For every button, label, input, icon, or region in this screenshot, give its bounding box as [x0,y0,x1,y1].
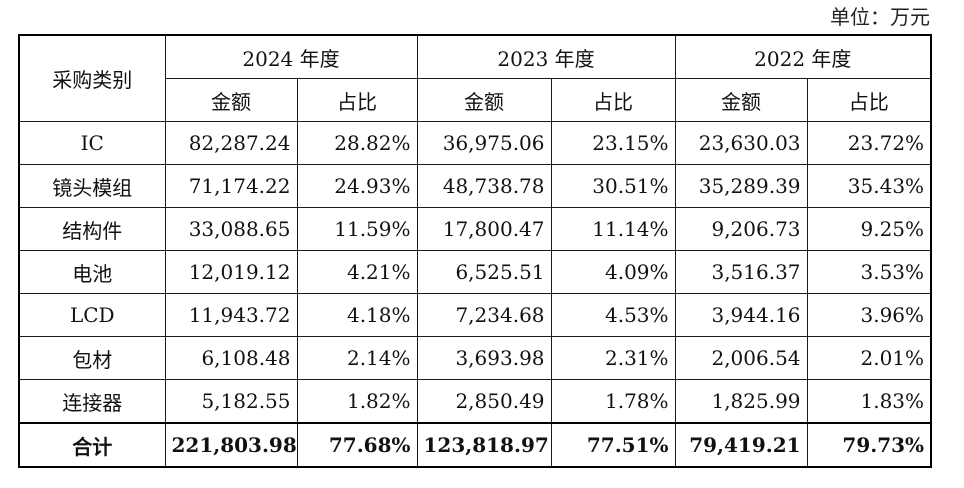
purchase-category-table: 采购类别 2024 年度 2023 年度 2022 年度 金额 占比 金额 占比… [18,34,933,468]
share-cell: 4.53% [550,293,676,337]
share-cell: 3.96% [806,293,932,337]
total-amount-cell: 123,818.97 [416,422,552,468]
total-row: 合计 221,803.98 77.68% 123,818.97 77.51% 7… [18,422,932,468]
category-cell: 电池 [18,250,166,294]
table-row: LCD 11,943.72 4.18% 7,234.68 4.53% 3,944… [18,293,932,337]
category-column-header: 采购类别 [18,34,166,122]
amount-cell: 36,975.06 [416,121,552,165]
amount-cell: 3,693.98 [416,336,552,380]
total-label-cell: 合计 [18,422,166,468]
share-cell: 11.14% [550,207,676,251]
total-share-cell: 79.73% [806,422,932,468]
amount-cell: 9,206.73 [674,207,808,251]
table-row: 电池 12,019.12 4.21% 6,525.51 4.09% 3,516.… [18,250,932,294]
amount-cell: 48,738.78 [416,164,552,208]
amount-cell: 1,825.99 [674,379,808,424]
share-cell: 2.31% [550,336,676,380]
amount-cell: 2,850.49 [416,379,552,424]
share-cell: 28.82% [296,121,418,165]
table-row: 镜头模组 71,174.22 24.93% 48,738.78 30.51% 3… [18,164,932,208]
amount-cell: 71,174.22 [164,164,298,208]
header-row-years: 采购类别 2024 年度 2023 年度 2022 年度 [18,34,932,122]
category-cell: 连接器 [18,379,166,424]
share-cell: 11.59% [296,207,418,251]
share-cell: 1.82% [296,379,418,424]
amount-header-2022: 金额 [674,78,808,122]
share-cell: 1.83% [806,379,932,424]
total-amount-cell: 221,803.98 [164,422,298,468]
unit-note: 单位：万元 [830,5,930,29]
year-header-2024: 2024 年度 [164,34,418,79]
amount-header-2024: 金额 [164,78,298,122]
category-cell: LCD [18,293,166,337]
share-cell: 2.14% [296,336,418,380]
share-cell: 4.21% [296,250,418,294]
share-cell: 2.01% [806,336,932,380]
year-header-2022: 2022 年度 [674,34,932,79]
share-header-2023: 占比 [550,78,676,122]
amount-cell: 35,289.39 [674,164,808,208]
table-row: 包材 6,108.48 2.14% 3,693.98 2.31% 2,006.5… [18,336,932,380]
share-cell: 24.93% [296,164,418,208]
amount-cell: 3,944.16 [674,293,808,337]
total-amount-cell: 79,419.21 [674,422,808,468]
share-header-2022: 占比 [806,78,932,122]
year-header-2023: 2023 年度 [416,34,676,79]
share-cell: 30.51% [550,164,676,208]
category-cell: IC [18,121,166,165]
share-cell: 23.15% [550,121,676,165]
amount-cell: 5,182.55 [164,379,298,424]
total-share-cell: 77.51% [550,422,676,468]
amount-cell: 33,088.65 [164,207,298,251]
total-share-cell: 77.68% [296,422,418,468]
amount-cell: 23,630.03 [674,121,808,165]
category-cell: 镜头模组 [18,164,166,208]
table-row: IC 82,287.24 28.82% 36,975.06 23.15% 23,… [18,121,932,165]
share-cell: 35.43% [806,164,932,208]
amount-cell: 82,287.24 [164,121,298,165]
share-cell: 9.25% [806,207,932,251]
amount-cell: 3,516.37 [674,250,808,294]
table-row: 连接器 5,182.55 1.82% 2,850.49 1.78% 1,825.… [18,379,932,424]
share-cell: 4.09% [550,250,676,294]
share-cell: 23.72% [806,121,932,165]
share-cell: 3.53% [806,250,932,294]
amount-cell: 7,234.68 [416,293,552,337]
share-header-2024: 占比 [296,78,418,122]
amount-cell: 11,943.72 [164,293,298,337]
table-row: 结构件 33,088.65 11.59% 17,800.47 11.14% 9,… [18,207,932,251]
amount-cell: 6,525.51 [416,250,552,294]
category-cell: 结构件 [18,207,166,251]
amount-cell: 2,006.54 [674,336,808,380]
share-cell: 1.78% [550,379,676,424]
amount-cell: 12,019.12 [164,250,298,294]
amount-cell: 17,800.47 [416,207,552,251]
amount-header-2023: 金额 [416,78,552,122]
category-cell: 包材 [18,336,166,380]
amount-cell: 6,108.48 [164,336,298,380]
share-cell: 4.18% [296,293,418,337]
